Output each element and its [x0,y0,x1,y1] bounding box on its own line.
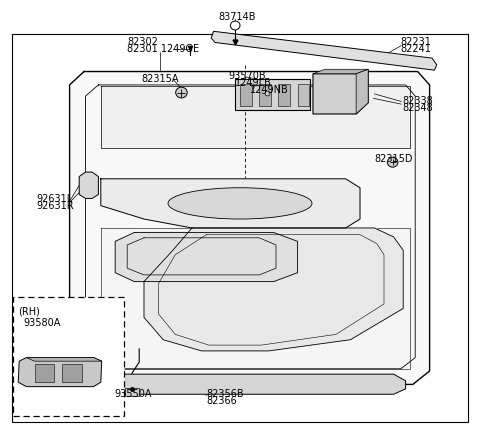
Bar [240,84,252,106]
Polygon shape [115,232,298,282]
Text: 82356B: 82356B [206,389,244,399]
Bar [259,84,271,106]
Bar [35,364,54,382]
Text: 82315D: 82315D [374,154,413,164]
Text: 92631L: 92631L [36,194,72,204]
Ellipse shape [168,188,312,219]
Polygon shape [70,72,430,384]
Bar [125,388,139,396]
Circle shape [176,87,187,98]
Polygon shape [26,358,102,361]
Polygon shape [101,228,410,369]
Polygon shape [313,69,368,74]
Polygon shape [356,69,368,114]
Polygon shape [18,358,102,387]
Text: 1249NB: 1249NB [250,85,288,95]
Bar [12,34,468,422]
Text: 82315A: 82315A [142,74,179,84]
Text: 82366: 82366 [206,396,237,406]
Bar [62,364,82,382]
Polygon shape [79,172,98,198]
Polygon shape [101,179,360,228]
Circle shape [230,21,240,30]
Circle shape [387,157,398,167]
Text: 92631R: 92631R [36,201,73,211]
Text: 82302: 82302 [127,37,158,47]
Text: 83714B: 83714B [219,12,256,22]
Polygon shape [144,228,403,351]
Text: 93570B: 93570B [228,71,265,81]
Text: 82301 1249GE: 82301 1249GE [127,44,199,54]
Polygon shape [89,374,406,394]
Bar [235,79,310,110]
Bar [298,84,309,106]
Bar [278,84,290,106]
Bar [13,297,124,416]
Polygon shape [313,69,368,114]
Text: 82338: 82338 [402,97,433,106]
Text: 82231: 82231 [401,37,432,47]
Text: 1249LB: 1249LB [235,78,272,88]
Text: 93580A: 93580A [23,318,60,328]
Text: 82348: 82348 [402,103,433,113]
Text: 93550A: 93550A [114,389,152,399]
Polygon shape [101,86,410,148]
Text: (RH): (RH) [18,307,40,316]
Text: 82241: 82241 [401,44,432,54]
Polygon shape [211,31,437,70]
